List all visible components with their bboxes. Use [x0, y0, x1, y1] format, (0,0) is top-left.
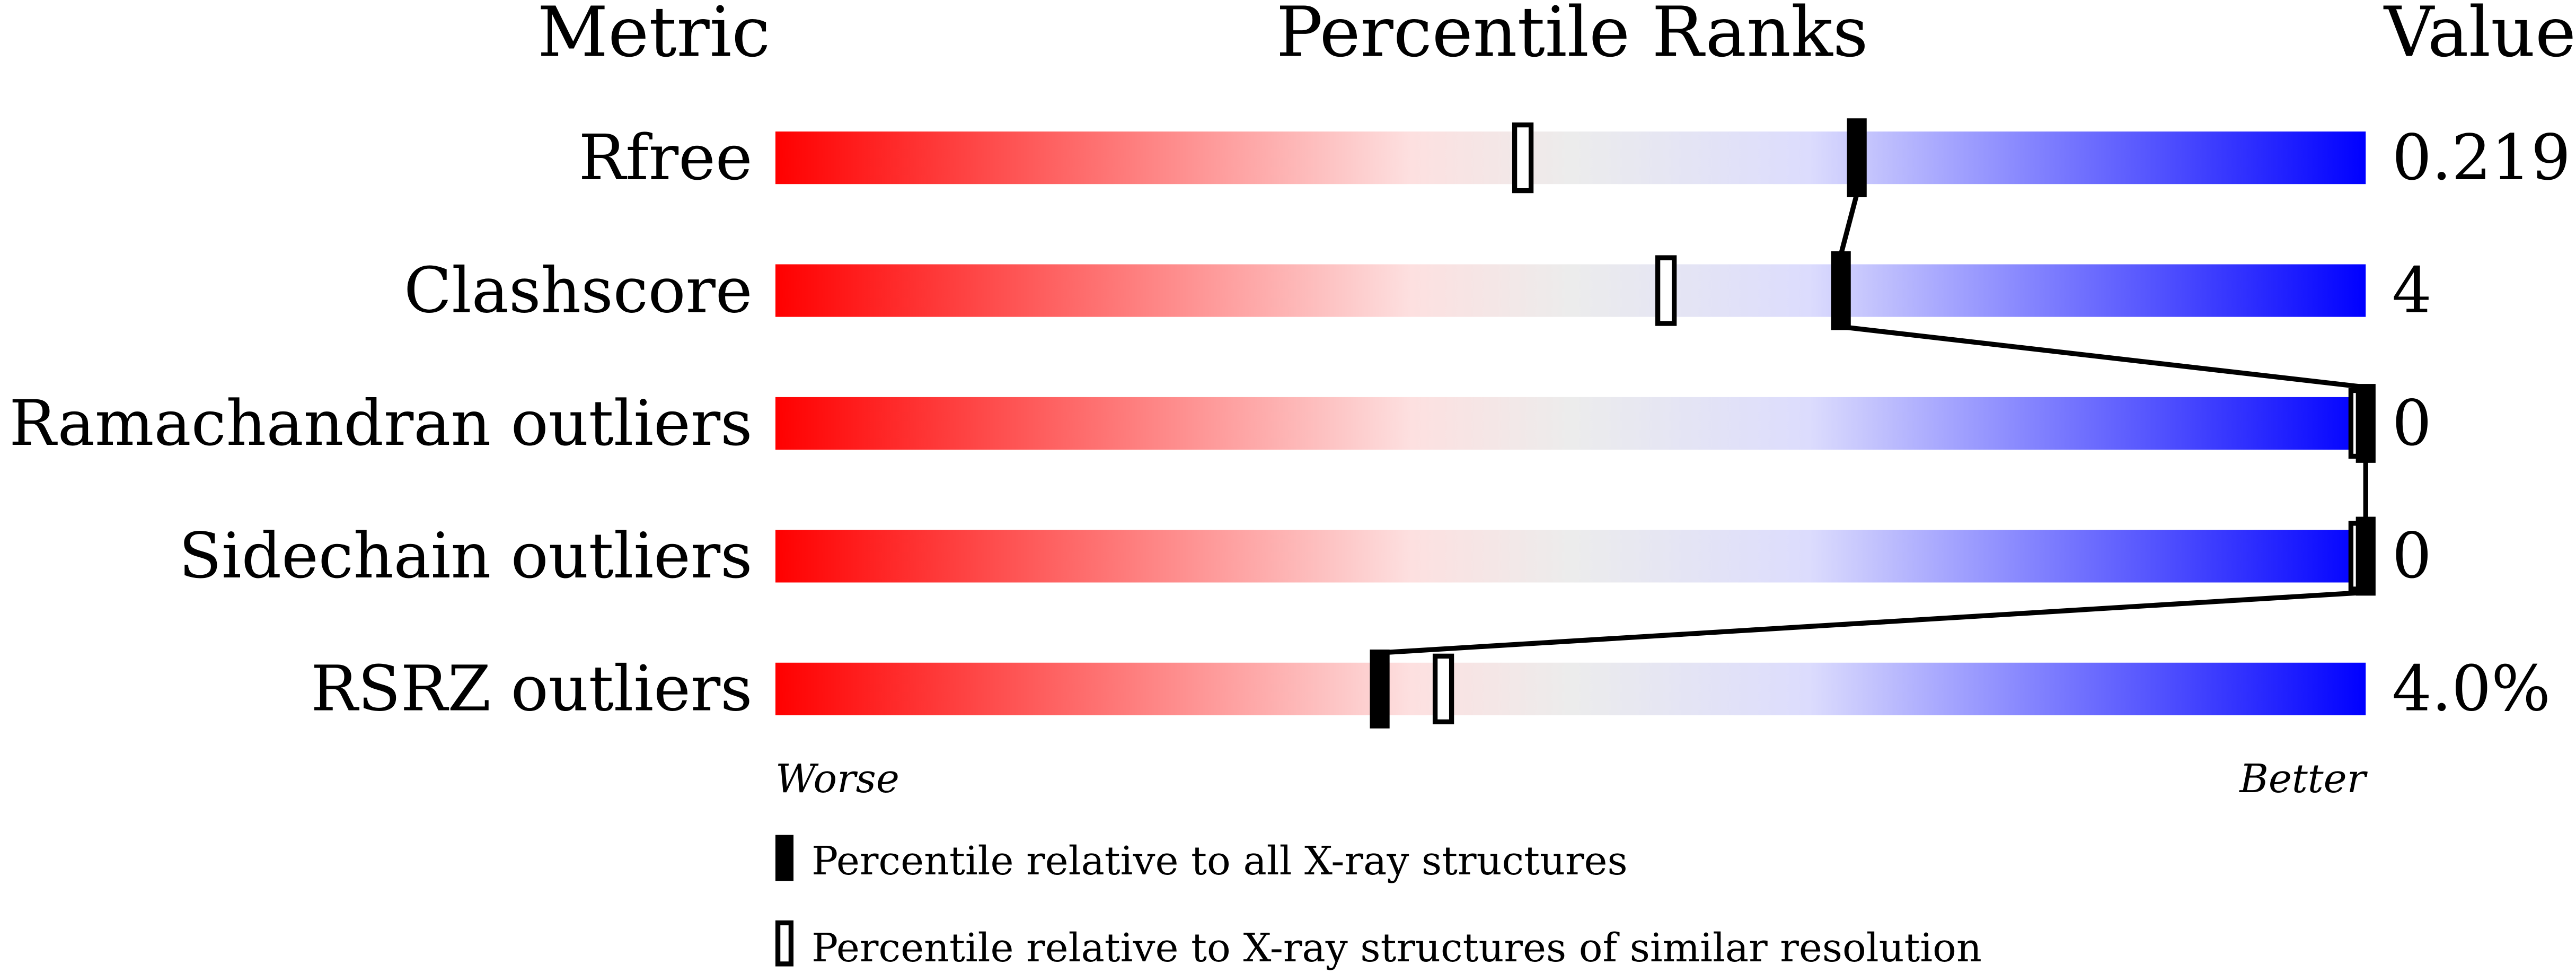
metric-value-sidechain-outliers: 0 [2392, 520, 2432, 592]
axis-worse-label: Worse [775, 756, 899, 802]
metric-label-rfree: Rfree [579, 121, 753, 194]
axis-better-label: Better [2238, 756, 2368, 802]
legend-all-label: Percentile relative to all X-ray structu… [811, 838, 1628, 884]
metric-value-rfree: 0.219 [2392, 121, 2571, 194]
metric-value-clashscore: 4 [2392, 254, 2432, 327]
similar-marker-rsrz-outliers [1432, 653, 1454, 724]
all-marker-rsrz-outliers [1370, 649, 1390, 729]
connector-line [1840, 324, 2366, 390]
header-metric: Metric [537, 0, 770, 72]
percentile-bar-ramachandran-outliers [775, 397, 2366, 450]
metric-value-rsrz-outliers: 4.0% [2392, 653, 2551, 725]
all-marker-sidechain-outliers [2356, 516, 2376, 596]
percentile-bar-rsrz-outliers [775, 662, 2366, 715]
connector-line [1379, 590, 2366, 655]
metric-label-ramachandran-outliers: Ramachandran outliers [9, 387, 752, 460]
percentile-bar-clashscore [775, 264, 2366, 317]
all-marker-ramachandran-outliers [2356, 384, 2376, 463]
similar-marker-rfree [1512, 122, 1534, 194]
connector-line [1838, 193, 1859, 256]
similar-marker-clashscore [1655, 255, 1677, 326]
all-marker-clashscore [1831, 251, 1851, 330]
metric-label-rsrz-outliers: RSRZ outliers [311, 653, 752, 725]
all-marker-rfree [1847, 118, 1867, 197]
header-percentile-ranks: Percentile Ranks [1276, 0, 1868, 72]
header-value: Value [2383, 0, 2576, 72]
percentile-bar-rfree [775, 132, 2366, 185]
metric-value-ramachandran-outliers: 0 [2392, 387, 2432, 460]
metric-label-sidechain-outliers: Sidechain outliers [179, 520, 752, 592]
legend-open-marker [775, 920, 794, 967]
percentile-bar-sidechain-outliers [775, 530, 2366, 583]
metric-label-clashscore: Clashscore [404, 254, 753, 327]
legend-similar-label: Percentile relative to X-ray structures … [811, 925, 1982, 971]
legend-filled-marker [775, 835, 794, 881]
